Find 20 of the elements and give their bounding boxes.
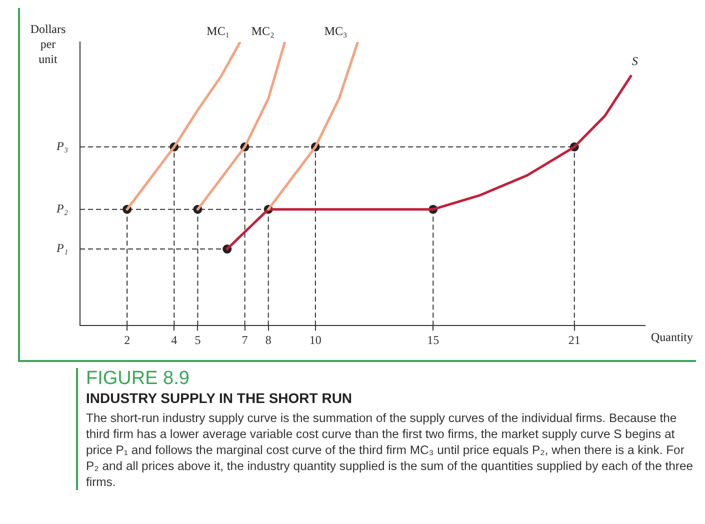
ref-line-label: P₂ — [55, 201, 68, 216]
x-tick-label: 15 — [427, 332, 440, 347]
x-tick-label: 2 — [124, 332, 130, 347]
series-label: MC₂ — [251, 24, 274, 38]
x-tick-label: 5 — [194, 332, 201, 347]
ref-line-label: P₁ — [55, 241, 68, 256]
x-tick-label: 21 — [568, 332, 580, 347]
x-tick-label: 10 — [309, 332, 322, 347]
text: INDUSTRY SUPPLY IN THE SHORT RUN — [86, 390, 354, 406]
y-axis-title: Dollars per unit — [30, 22, 66, 66]
series-label: MC₃ — [324, 24, 348, 38]
text: FIGURE 8.9 — [86, 368, 190, 390]
ref-line-label: P₃ — [55, 139, 68, 154]
series-label: MC₁ — [206, 24, 230, 38]
x-axis-title: Quantity — [651, 330, 693, 344]
text: The short-run industry supply curve is the summation of the supply curves of the individual firms. Because the third firm has a lower average variable cost curve than the first two firms, the market supply curve S begins at price P₁ and follows the marginal cost curve of the third firm MC₃ until price equals P₂, when there is a kink. For P₂ and all prices above it, the industry quantity supplied is the sum of the quantities supplied by each of the three firms. — [86, 410, 694, 490]
x-tick-label: 7 — [242, 332, 248, 347]
x-tick-label: 8 — [265, 332, 272, 347]
x-tick-label: 4 — [171, 332, 178, 347]
series-label: S — [632, 54, 638, 68]
